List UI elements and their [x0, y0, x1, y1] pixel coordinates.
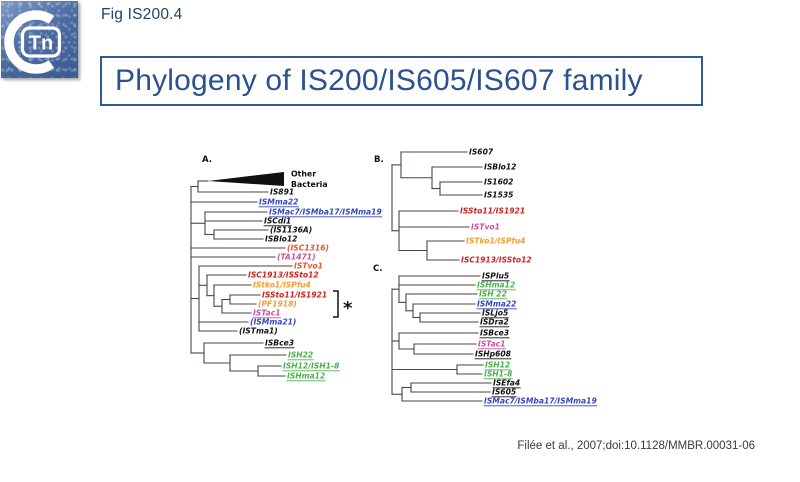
leaf-label: ISTvo1 — [294, 262, 323, 271]
leaf-label: ISC1913/ISSto12 — [248, 271, 319, 280]
leaf-label: ISDra2 — [480, 318, 509, 327]
leaf-label: (ISTma1) — [239, 327, 278, 336]
leaf-label: ISH22 — [288, 351, 313, 360]
leaf-label: (ISC1316) — [287, 244, 329, 253]
leaf-label: ISTac1 — [478, 340, 505, 349]
leaf-label: (PF1918) — [258, 300, 297, 309]
c-ring-icon — [4, 10, 55, 74]
figure-number-label: Fig IS200.4 — [101, 6, 183, 23]
leaf-label: ISH 22 — [479, 290, 507, 299]
leaf-label: Other — [291, 170, 316, 179]
leaf-label: ISHma12 — [477, 281, 515, 290]
citation: Filée et al., 2007;doi:10.1128/MMBR.0003… — [517, 440, 755, 452]
leaf-label: Bacteria — [291, 180, 328, 189]
leaf-label: ISTvo1 — [471, 223, 500, 232]
leaf-label: ISSto11/IS1921 — [262, 291, 327, 300]
leaf-label: ISSto11/IS1921 — [460, 207, 525, 216]
leaf-label: ISPlu5 — [482, 272, 509, 281]
tn-logo-text: Tn — [29, 33, 53, 55]
leaf-label: IS1602 — [484, 178, 513, 187]
leaf-label: ISC1913/ISSto12 — [461, 256, 532, 265]
leaf-label: ISTac1 — [253, 309, 280, 318]
leaf-label: ISHma12 — [287, 372, 325, 381]
leaf-label: ISH1-8 — [484, 370, 512, 379]
leaf-label: ISMac7/ISMba17/ISMma19 — [269, 208, 382, 217]
leaf-label: ISMma22 — [259, 198, 298, 207]
panel-label: B. — [374, 155, 384, 165]
tn-logo-graphic: Tn — [4, 10, 62, 74]
tn-box — [20, 26, 62, 58]
leaf-label: (TA1471) — [277, 253, 316, 262]
asterisk-annotation: * — [343, 298, 353, 319]
leaf-label: ISBce3 — [265, 339, 294, 348]
collapsed-clade-triangle — [208, 172, 284, 186]
leaf-label: ISTko1/ISPfu4 — [466, 237, 525, 246]
slide-title: Phylogeny of IS200/IS605/IS607 family — [115, 64, 643, 97]
leaf-label: (IS1136A) — [270, 226, 312, 235]
panel-label: A. — [202, 155, 212, 165]
leaf-label: ISBlo12 — [265, 235, 297, 244]
leaf-label: (ISMma21) — [250, 318, 296, 327]
leaf-label: ISBlo12 — [484, 163, 516, 172]
tn-logo: Tn — [1, 1, 78, 78]
leaf-label: IS891 — [270, 188, 294, 197]
leaf-label: ISHp608 — [475, 350, 511, 359]
leaf-label: ISBce3 — [480, 329, 509, 338]
leaf-label: ISMac7/ISMba17/ISMma19 — [484, 397, 597, 406]
leaf-label: IStko1/ISPfu4 — [253, 281, 311, 290]
leaf-label: ISH12 — [485, 361, 510, 370]
leaf-label: ISCdi1 — [264, 217, 291, 226]
leaf-label: ISLjo5 — [482, 309, 508, 318]
leaf-label: ISMma22 — [477, 300, 516, 309]
leaf-label: ISH12/ISH1-8 — [283, 362, 339, 371]
leaf-label: IS607 — [469, 148, 494, 157]
leaf-label: IS605 — [492, 388, 516, 397]
clade-bracket — [333, 290, 339, 318]
leaf-label: IS1535 — [484, 191, 513, 200]
slide-title-box: Phylogeny of IS200/IS605/IS607 family — [100, 56, 703, 106]
panel-label: C. — [373, 264, 382, 274]
leaf-label: ISEfa4 — [493, 379, 520, 388]
